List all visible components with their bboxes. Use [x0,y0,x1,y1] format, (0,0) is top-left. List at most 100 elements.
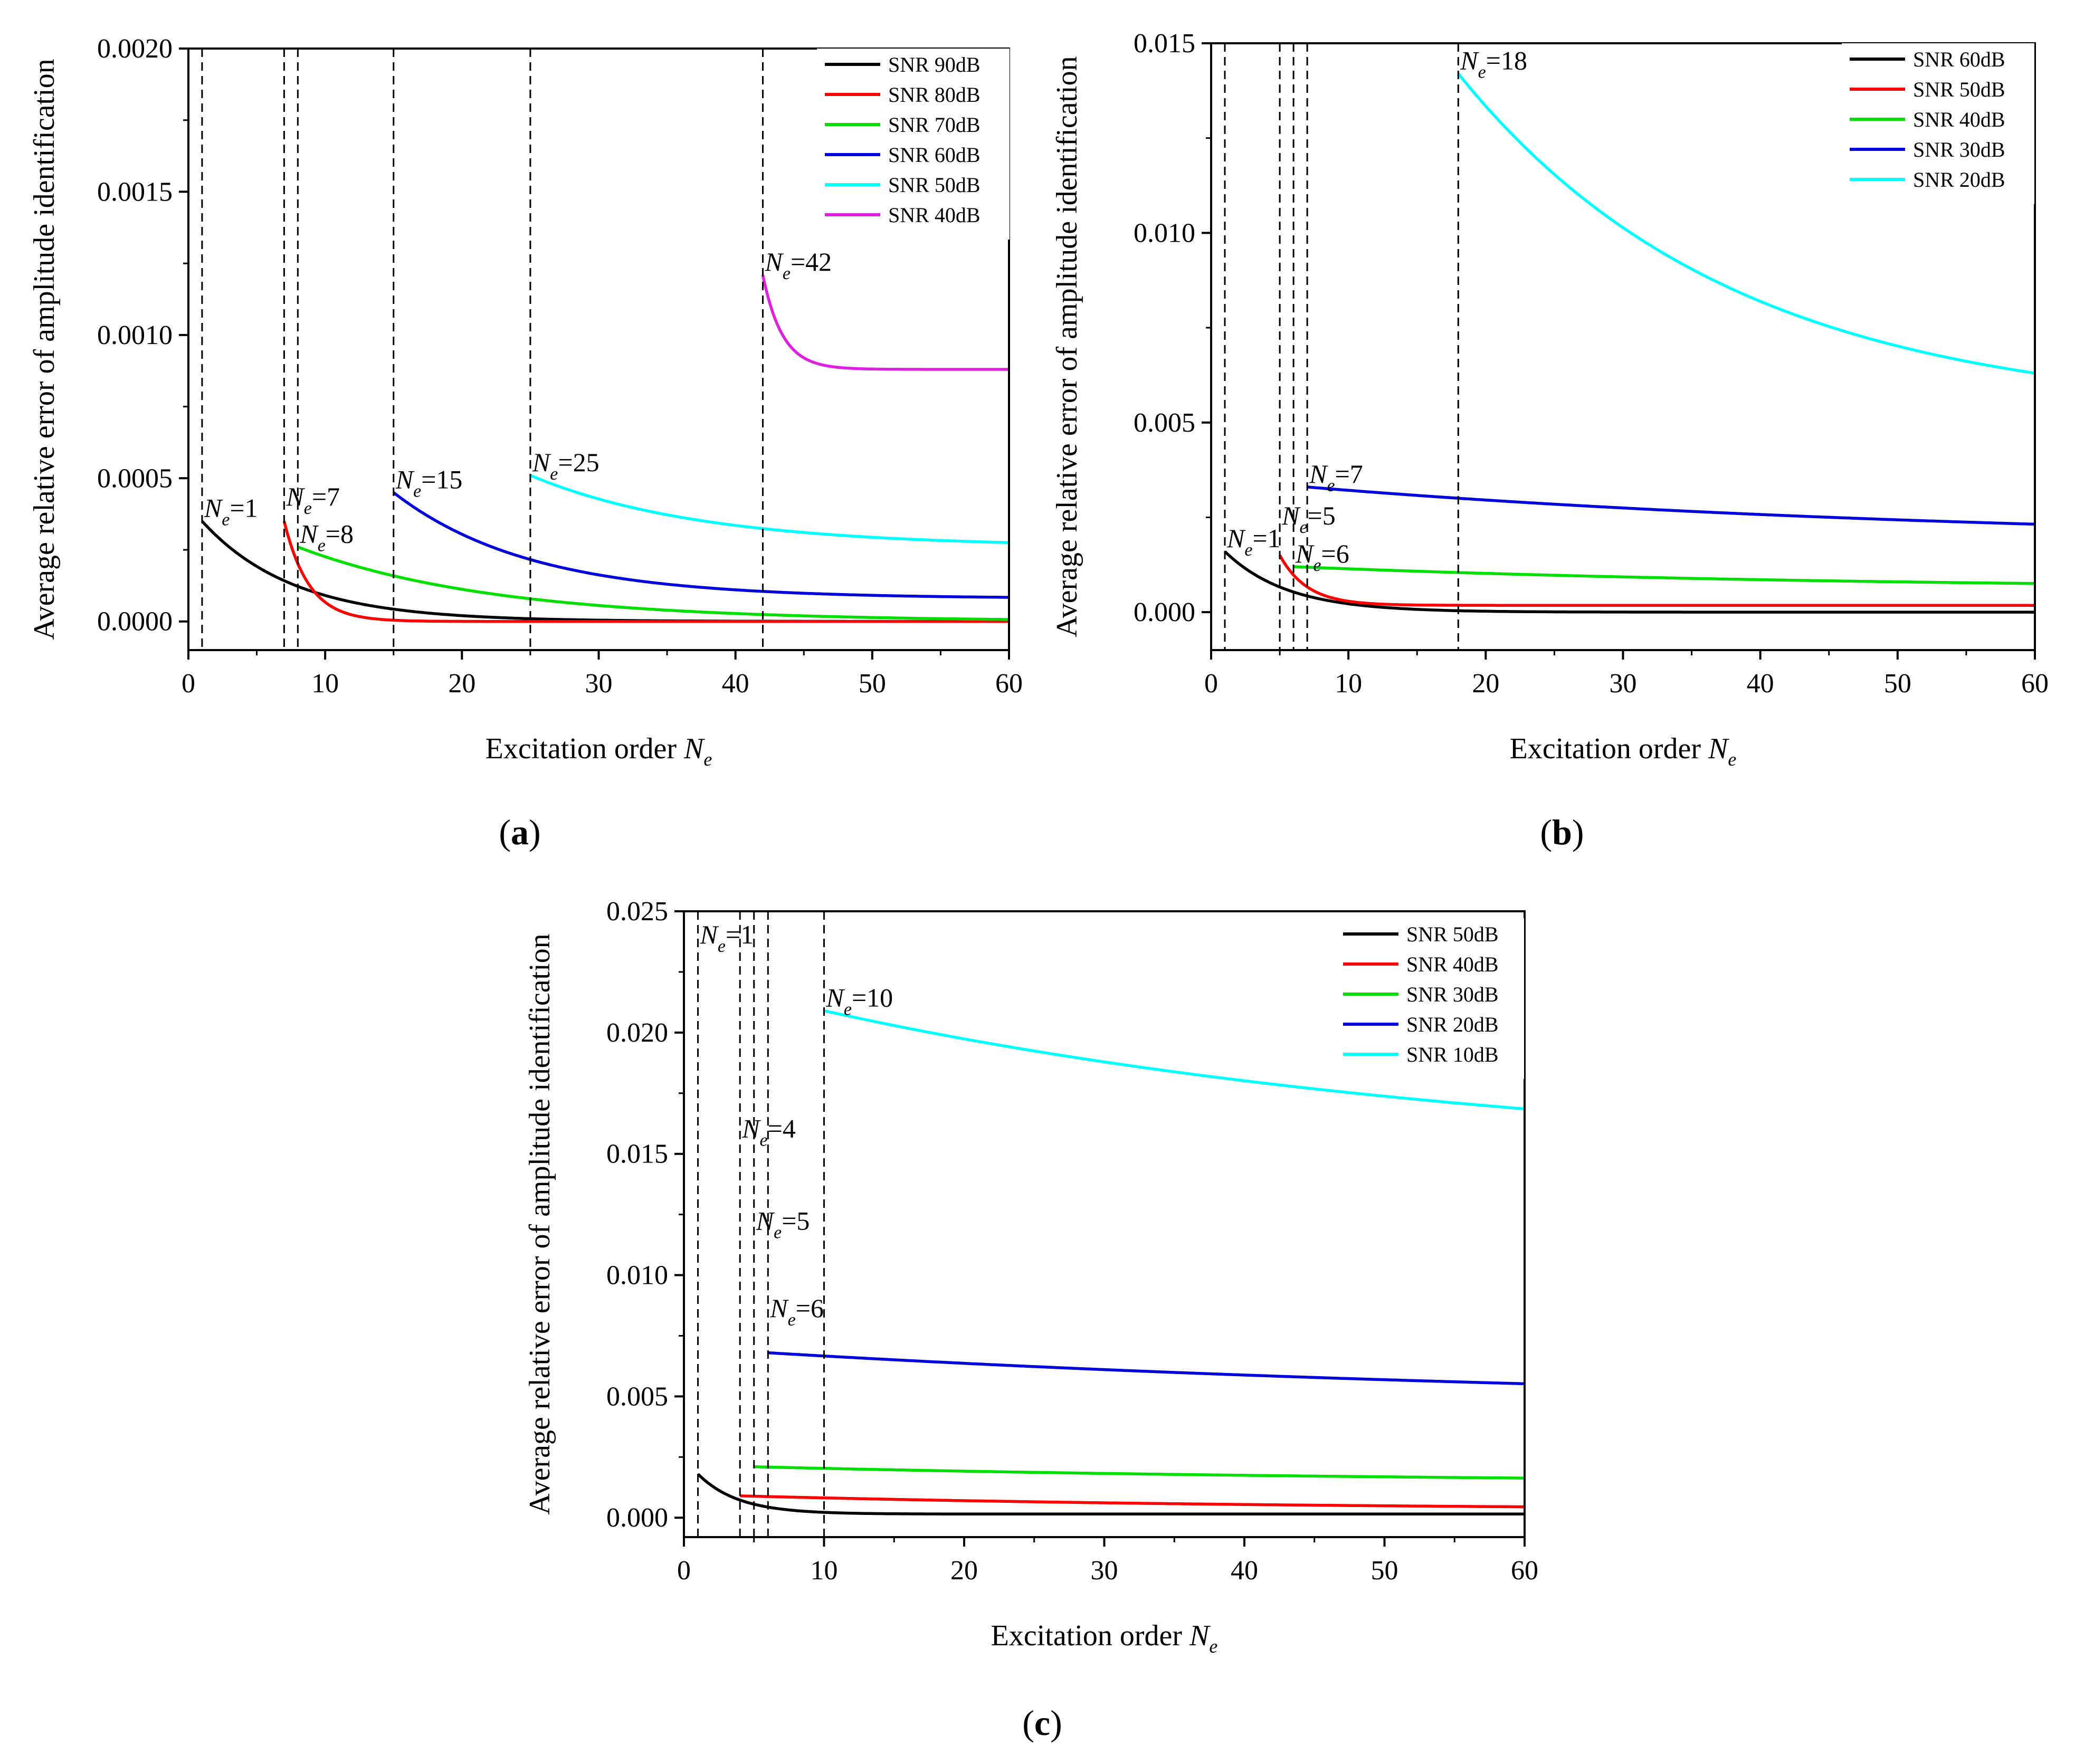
annotation-var: N [204,493,223,523]
annotation-a-3: Ne=15 [395,464,463,501]
x-axis-title-text: Excitation order [486,732,684,765]
series-line-a-2 [297,546,1009,621]
chart-panel-b: 0 10 20 30 40 50 60 0.000 0.005 0.010 0.015 Excitat… [1051,28,2049,770]
annotation-var: N [532,447,551,477]
annotation-sub: e [783,264,791,283]
x-axis-title-var: N [683,732,705,765]
series-line-b-1 [1278,554,2035,607]
annotation-var: N [1281,501,1301,530]
annotation-var: N [765,247,784,276]
x-tick-label-c-2: 20 [950,1556,978,1586]
y-tick-label-c-5: 0.025 [606,897,668,927]
x-axis-title-var: N [1189,1619,1211,1652]
x-axis-title-sub: e [1209,1636,1217,1657]
annotation-sub: e [844,999,852,1019]
x-tick-label-c-3: 30 [1091,1556,1118,1586]
y-tick-label-c-4: 0.020 [606,1018,668,1048]
series-line-a-3 [393,491,1010,599]
legend-box-c [1335,918,1524,1079]
annotation-sub: e [304,499,312,518]
x-axis-title-var: N [1708,732,1729,765]
annotation-var: N [1309,459,1328,489]
annotation-value: 15 [436,464,462,494]
x-tick-label-b-4: 40 [1747,669,1774,699]
x-tick-label-b-3: 30 [1610,669,1637,699]
annotation-var: N [1460,46,1479,75]
legend-label-a-3: SNR 60dB [888,143,981,167]
x-axis-title-c: Excitation order Ne [991,1619,1218,1657]
annotation-sub: e [413,481,421,501]
y-tick-label-c-0: 0.000 [606,1503,668,1533]
annotation-sub: e [222,510,230,530]
series-line-c-3 [768,1351,1525,1386]
annotation-value: 10 [867,983,893,1012]
annotation-c-1: Ne=4 [741,1114,796,1150]
annotation-sub: e [718,937,726,956]
series-line-c-1 [740,1494,1525,1509]
annotation-var: N [700,920,719,949]
annotation-a-4: Ne=25 [532,447,599,484]
annotation-sub: e [1244,540,1252,560]
series-line-b-3 [1307,485,2035,526]
annotation-a-5: Ne=42 [765,247,832,283]
annotation-eq: = [796,1293,811,1323]
annotation-value: 1 [1268,523,1281,553]
annotation-eq: = [312,482,327,511]
x-tick-label-c-1: 10 [811,1556,838,1586]
annotation-value: 1 [740,920,754,949]
annotation-sub: e [1327,476,1335,495]
annotation-value: 5 [1322,501,1336,530]
annotation-c-3: Ne=6 [769,1293,824,1330]
legend-label-c-4: SNR 10dB [1406,1043,1499,1066]
panel-label-b: (b) [1540,812,1584,852]
y-axis-title-c: Average relative error of amplitude iden… [523,933,556,1514]
y-tick-label-b-3: 0.015 [1134,28,1195,59]
annotation-value: 5 [796,1206,810,1235]
x-tick-label-a-4: 40 [722,669,749,699]
legend-label-b-4: SNR 20dB [1913,168,2005,192]
annotation-c-0: Ne=1 [700,920,754,956]
annotation-eq: = [791,247,805,276]
y-tick-label-b-2: 0.010 [1134,218,1195,248]
annotation-value: 1 [245,493,258,523]
annotation-var: N [299,519,319,549]
y-tick-label-b-0: 0.000 [1134,597,1195,627]
annotation-value: 4 [783,1114,796,1143]
y-tick-label-a-2: 0.0010 [97,320,173,350]
y-tick-label-c-3: 0.015 [606,1139,668,1169]
annotation-var: N [285,482,305,511]
annotation-b-2: Ne=6 [1295,539,1349,575]
annotation-eq: = [421,464,436,494]
annotation-eq: = [1321,539,1336,568]
annotation-sub: e [1478,63,1486,82]
annotation-eq: = [1252,523,1267,553]
annotation-var: N [1226,523,1246,553]
x-axis-title-sub: e [1728,749,1736,770]
legend-label-c-3: SNR 20dB [1406,1013,1499,1036]
annotation-var: N [769,1293,789,1323]
x-tick-label-a-0: 0 [182,669,195,699]
annotation-eq: = [1335,459,1350,489]
annotation-sub: e [760,1131,768,1150]
annotation-eq: = [1486,46,1501,75]
x-tick-label-a-6: 60 [995,669,1023,699]
annotation-eq: = [230,493,244,523]
annotation-b-1: Ne=5 [1281,501,1336,537]
annotation-value: 8 [340,519,354,549]
legend-label-b-0: SNR 60dB [1913,47,2005,71]
series-line-b-0 [1224,550,2035,614]
annotation-b-3: Ne=7 [1309,459,1363,495]
legend-label-c-1: SNR 40dB [1406,952,1499,976]
series-line-b-4 [1457,72,2035,375]
series-line-b-2 [1293,565,2035,585]
annotation-c-2: Ne=5 [756,1206,810,1242]
annotation-c-4: Ne=10 [826,983,893,1019]
legend-label-b-3: SNR 30dB [1913,138,2005,161]
y-tick-label-c-2: 0.010 [606,1261,668,1291]
legend-label-c-2: SNR 30dB [1406,983,1499,1006]
x-axis-title-a: Excitation order Ne [486,732,712,770]
x-tick-label-b-1: 10 [1335,669,1362,699]
legend-label-a-2: SNR 70dB [888,113,981,137]
legend-label-a-5: SNR 40dB [888,203,981,227]
x-tick-label-c-4: 40 [1231,1556,1258,1586]
